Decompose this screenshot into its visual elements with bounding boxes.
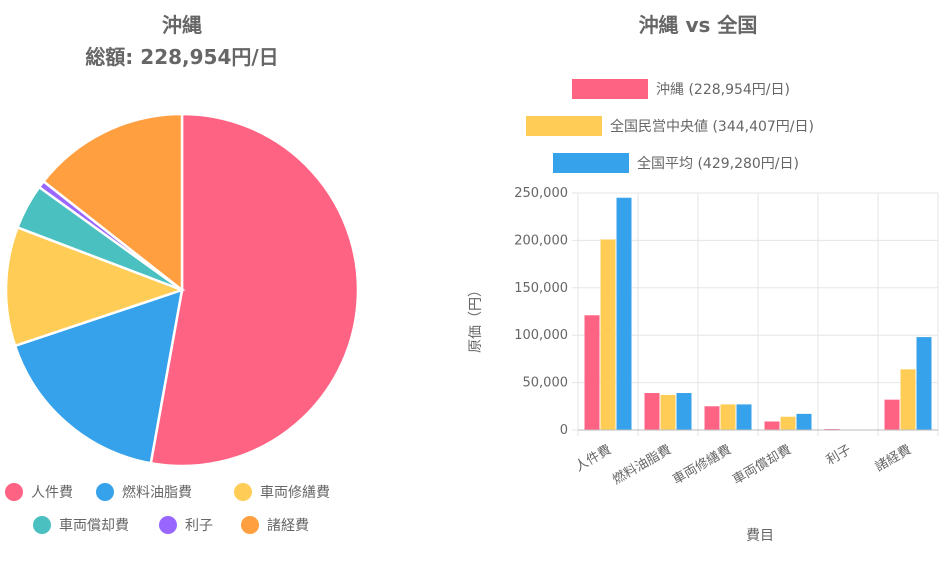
y-tick-label: 50,000 (523, 376, 569, 391)
y-axis-title: 原価（円） (468, 283, 484, 353)
legend-swatch (33, 516, 51, 534)
bar-chart: 沖縄 vs 全国 沖縄 (228,954円/日) 全国民営中央値 (344,407… (468, 13, 939, 544)
bar[interactable] (916, 337, 932, 430)
bar-title: 沖縄 vs 全国 (639, 13, 758, 37)
legend-label: 沖縄 (228,954円/日) (656, 82, 790, 98)
legend-label: 諸経費 (267, 518, 309, 534)
pie-legend-item[interactable]: 燃料油脂費 (96, 483, 192, 501)
legend-label: 全国民営中央値 (344,407円/日) (610, 118, 814, 135)
bar[interactable] (704, 406, 720, 430)
pie-legend-item[interactable]: 車両修繕費 (234, 483, 330, 501)
bar-legend[interactable]: 沖縄 (228,954円/日) 全国民営中央値 (344,407円/日) 全国平均 … (526, 79, 814, 173)
legend-swatch (553, 153, 629, 173)
legend-swatch (5, 483, 23, 501)
pie-legend-item[interactable]: 人件費 (5, 483, 73, 501)
x-tick-label: 人件費 (573, 442, 614, 474)
bar-legend-item[interactable]: 全国民営中央値 (344,407円/日) (526, 116, 814, 136)
legend-swatch (526, 116, 602, 136)
y-tick-label: 0 (560, 423, 568, 438)
bar-grid: 0 50,000 100,000 150,000 200,000 250,000 (514, 186, 939, 438)
bar[interactable] (660, 394, 676, 430)
x-tick-label: 車両修繕費 (670, 442, 734, 488)
pie-legend-item[interactable]: 利子 (159, 516, 213, 534)
y-tick-label: 100,000 (514, 328, 568, 343)
bar-legend-item[interactable]: 沖縄 (228,954円/日) (572, 79, 790, 99)
x-tick-label: 利子 (824, 442, 854, 468)
pie-subtitle: 総額: 228,954円/日 (85, 45, 278, 69)
y-tick-label: 250,000 (514, 186, 568, 201)
bar[interactable] (900, 369, 916, 430)
y-tick-label: 200,000 (514, 233, 568, 248)
bar[interactable] (616, 197, 632, 430)
legend-swatch (159, 516, 177, 534)
x-axis-title: 費目 (746, 528, 774, 544)
bar-bars (584, 197, 932, 430)
legend-swatch (241, 516, 259, 534)
legend-swatch (234, 483, 252, 501)
legend-label: 燃料油脂費 (122, 484, 192, 501)
x-tick-label: 諸経費 (872, 442, 914, 475)
bar[interactable] (676, 393, 692, 430)
legend-label: 全国平均 (429,280円/日) (637, 155, 799, 172)
bar-legend-item[interactable]: 全国平均 (429,280円/日) (553, 153, 799, 173)
bar[interactable] (720, 404, 736, 430)
bar[interactable] (780, 416, 796, 430)
bar[interactable] (736, 404, 752, 430)
x-tick-label: 燃料油脂費 (610, 442, 674, 488)
legend-label: 人件費 (31, 485, 73, 501)
legend-label: 車両修繕費 (260, 484, 330, 501)
pie-slice[interactable] (13, 288, 184, 465)
bar[interactable] (796, 413, 812, 430)
bar[interactable] (644, 393, 660, 430)
pie-slices (4, 112, 360, 468)
legend-label: 利子 (185, 518, 213, 534)
pie-slice[interactable] (41, 112, 184, 293)
bar[interactable] (600, 239, 616, 430)
bar[interactable] (584, 315, 600, 430)
bar[interactable] (764, 421, 780, 430)
x-tick-label: 車両償却費 (730, 442, 794, 487)
pie-legend-item[interactable]: 車両償却費 (33, 516, 129, 534)
pie-slice[interactable] (4, 225, 186, 348)
legend-swatch (96, 483, 114, 501)
legend-swatch (572, 79, 648, 99)
pie-slice[interactable] (149, 112, 360, 468)
y-tick-label: 150,000 (514, 281, 568, 296)
bar[interactable] (884, 399, 900, 430)
pie-title: 沖縄 (162, 13, 202, 37)
legend-label: 車両償却費 (59, 517, 129, 534)
pie-legend-item[interactable]: 諸経費 (241, 516, 309, 534)
